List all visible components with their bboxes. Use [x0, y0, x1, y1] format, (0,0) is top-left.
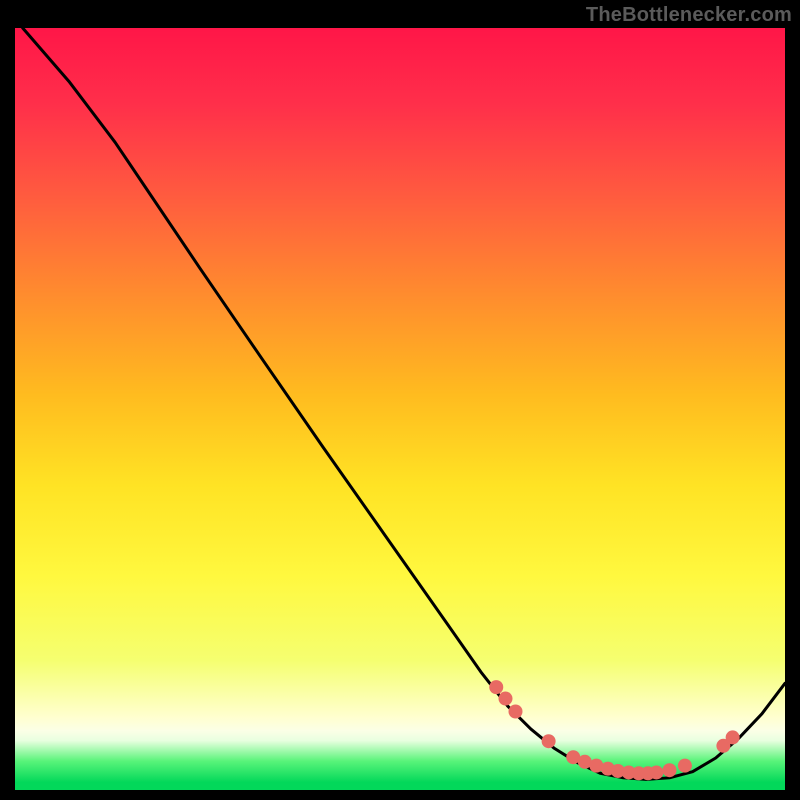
data-marker: [542, 734, 556, 748]
data-marker: [509, 705, 523, 719]
data-marker: [726, 730, 740, 744]
data-marker: [678, 759, 692, 773]
data-marker: [498, 692, 512, 706]
data-marker: [649, 765, 663, 779]
chart-stage: TheBottlenecker.com: [0, 0, 800, 800]
watermark-text: TheBottlenecker.com: [586, 4, 792, 27]
data-marker: [489, 680, 503, 694]
data-marker: [663, 763, 677, 777]
chart-svg: [0, 0, 800, 800]
plot-area: [15, 28, 785, 790]
